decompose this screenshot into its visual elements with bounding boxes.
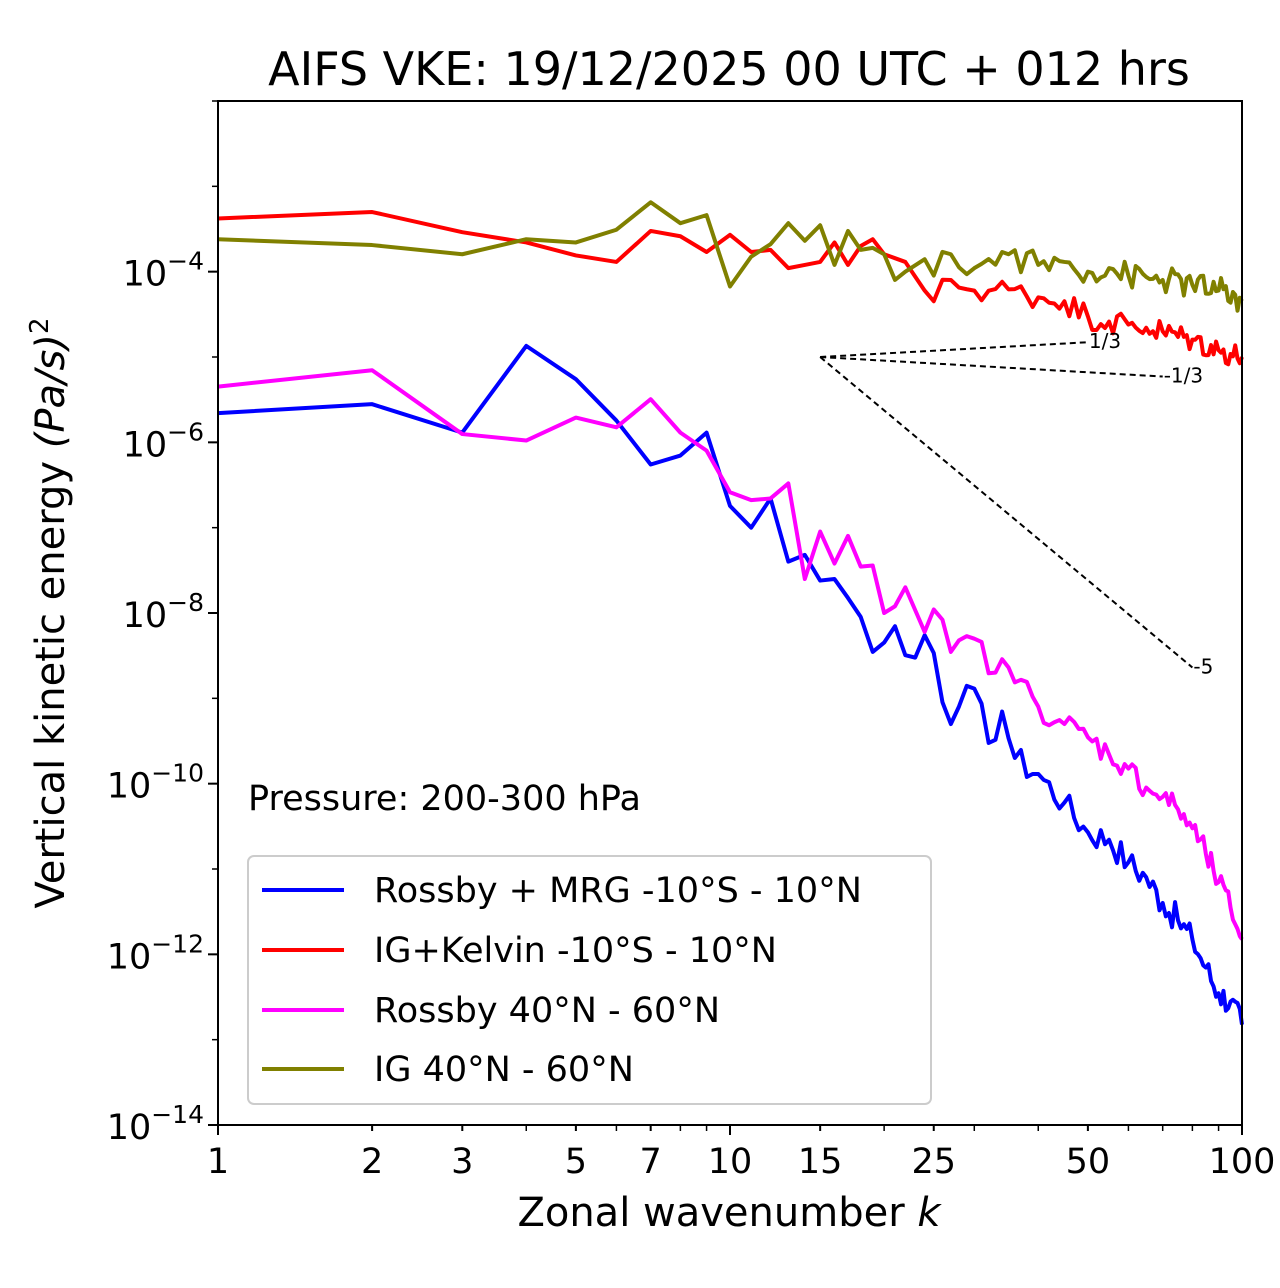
reference-line-label-1: -1/3 [1164,364,1203,388]
legend-box [247,855,932,1105]
reference-line-label-0: 1/3 [1089,329,1121,353]
x-tick-label: 3 [451,1142,473,1182]
series-layer [217,200,1244,1025]
x-tick-label: 2 [361,1142,383,1182]
x-tick-label: 25 [911,1142,956,1182]
x-tick-label: 100 [1209,1142,1276,1182]
series-line-3 [217,200,1244,313]
x-tick-label: 1 [207,1142,229,1182]
y-tick-label: 10−12 [107,929,204,977]
legend: Rossby + MRG -10°S - 10°N IG+Kelvin -10°… [247,855,932,1105]
legend-label-rossby-mrg: Rossby + MRG -10°S - 10°N [374,871,862,911]
reference-lines: 1/3 -1/3 -5 [819,329,1213,678]
chart-title: AIFS VKE: 19/12/2025 00 UTC + 012 hrs [268,42,1190,96]
y-tick-label: 10−10 [107,759,204,807]
series-line-2 [217,368,1244,941]
x-tick-label: 50 [1066,1142,1111,1182]
reference-line-0 [820,341,1088,358]
pressure-annotation: Pressure: 200-300 hPa [248,779,641,819]
x-tick-label: 10 [708,1142,753,1182]
y-tick-label: 10−4 [123,247,204,295]
x-tick-label: 7 [640,1142,662,1182]
plot-frame [217,100,1243,1126]
x-tick-label: 15 [798,1142,843,1182]
legend-label-ig-midlat: IG 40°N - 60°N [374,1050,634,1090]
reference-line-label-2: -5 [1193,654,1213,678]
series-line-0 [217,343,1244,1025]
reference-line-1 [820,356,1163,378]
x-tick-label: 5 [565,1142,587,1182]
x-axis-label: Zonal wavenumber k [517,1190,942,1236]
legend-label-ig-kelvin: IG+Kelvin -10°S - 10°N [374,931,777,971]
axis-ticks: 1 2 3 5 7 10 15 25 50 100 10−4 10−6 10−8 10−10 10−12 10… [107,100,1276,1182]
y-tick-label: 10−14 [107,1100,204,1148]
legend-label-rossby-midlat: Rossby 40°N - 60°N [374,991,720,1031]
y-tick-label: 10−6 [123,417,204,465]
series-line-1 [217,210,1244,367]
reference-line-2 [819,356,1194,669]
y-tick-label: 10−8 [123,588,204,636]
y-axis-label: Vertical kinetic energy (Pa/s)2 [25,318,74,909]
